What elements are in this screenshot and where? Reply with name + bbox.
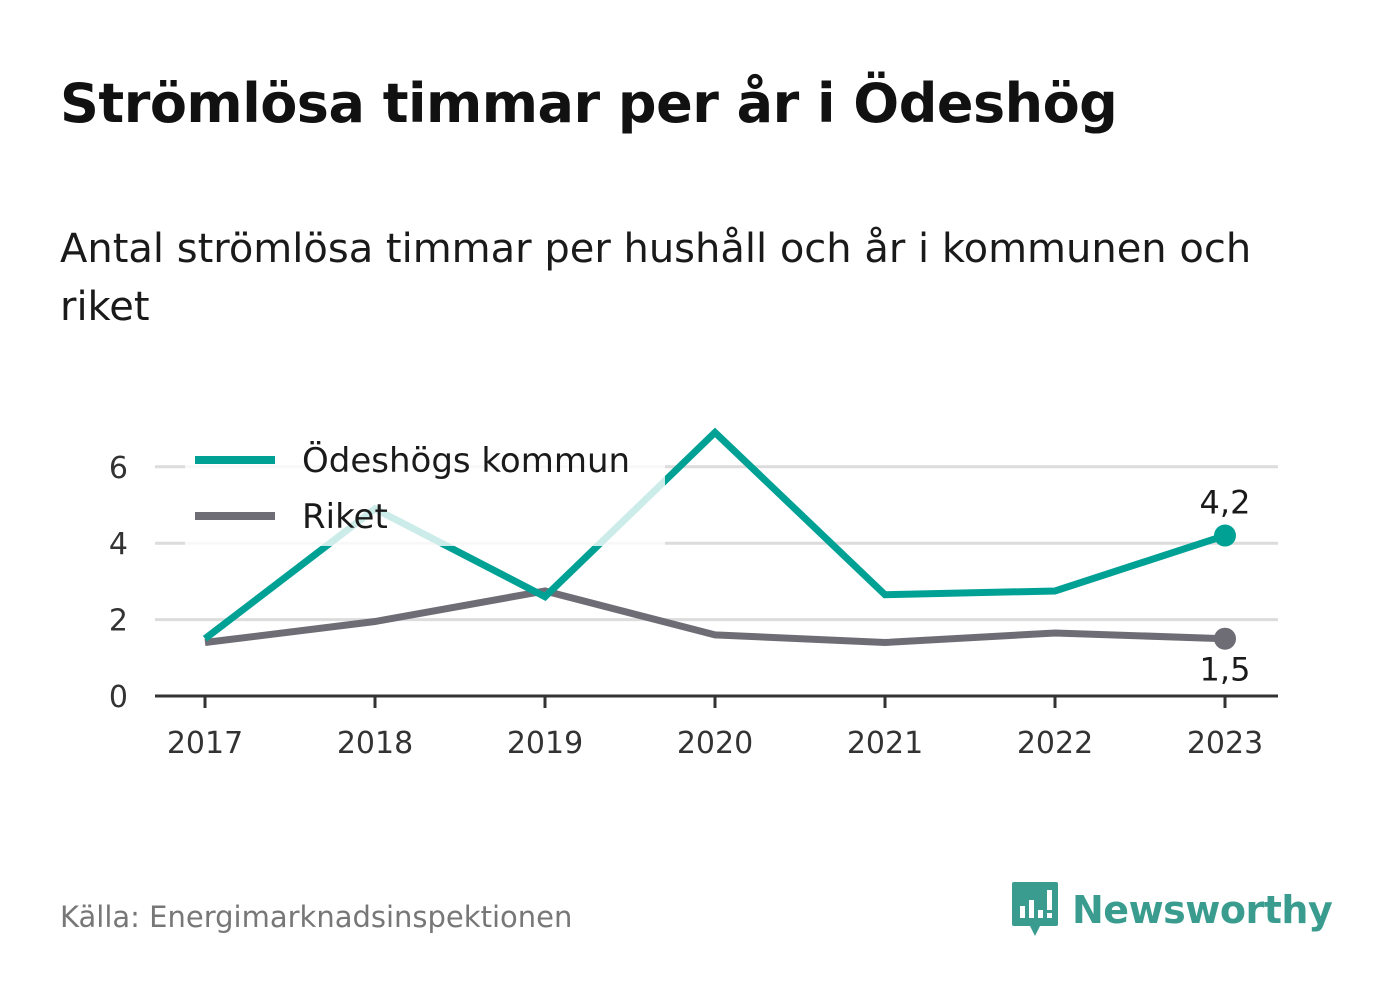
x-tick-label: 2020 bbox=[677, 726, 753, 761]
brand-logo: Newsworthy bbox=[1010, 878, 1333, 942]
y-tick-label: 4 bbox=[109, 527, 128, 562]
legend-label-kommun: Ödeshögs kommun bbox=[302, 440, 630, 481]
x-axis bbox=[155, 694, 1278, 708]
y-axis-tick-labels: 0 2 4 6 bbox=[109, 451, 128, 715]
chart-title: Strömlösa timmar per år i Ödeshög bbox=[60, 72, 1118, 135]
y-tick-label: 0 bbox=[109, 680, 128, 715]
legend-label-riket: Riket bbox=[302, 497, 388, 537]
x-tick-label: 2023 bbox=[1187, 726, 1263, 761]
series-line-riket bbox=[204, 587, 1226, 647]
end-labels: 4,2 1,5 bbox=[1200, 484, 1251, 689]
chart-subtitle: Antal strömlösa timmar per hushåll och å… bbox=[60, 226, 1252, 330]
line-chart: 0 2 4 6 2017 2018 2019 2020 2021 2022 2023 Ödeshö… bbox=[109, 427, 1278, 761]
source-note: Källa: Energimarknadsinspektionen bbox=[60, 900, 573, 934]
x-axis-tick-labels: 2017 2018 2019 2020 2021 2022 2023 bbox=[167, 726, 1263, 761]
end-label-riket: 1,5 bbox=[1200, 651, 1251, 689]
y-tick-label: 2 bbox=[109, 604, 128, 639]
end-point-riket bbox=[1214, 627, 1236, 650]
legend-background bbox=[185, 428, 665, 546]
end-label-kommun: 4,2 bbox=[1200, 484, 1251, 522]
x-tick-label: 2022 bbox=[1017, 726, 1093, 761]
end-point-kommun bbox=[1214, 524, 1236, 547]
x-tick-label: 2021 bbox=[847, 726, 923, 761]
x-tick-label: 2017 bbox=[167, 726, 243, 761]
y-tick-label: 6 bbox=[109, 451, 128, 486]
x-tick-label: 2019 bbox=[507, 726, 583, 761]
legend: Ödeshögs kommun Riket bbox=[185, 428, 665, 546]
newsworthy-logo-icon bbox=[1012, 882, 1058, 936]
brand-name: Newsworthy bbox=[1072, 888, 1333, 932]
x-tick-label: 2018 bbox=[337, 726, 413, 761]
